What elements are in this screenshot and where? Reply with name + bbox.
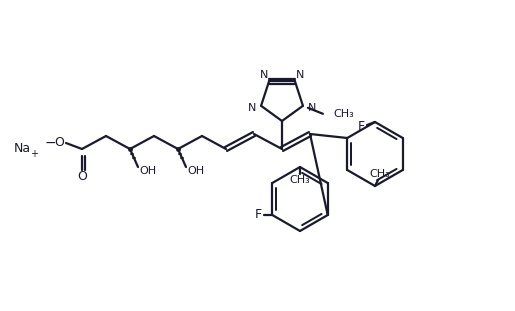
Text: OH: OH [140,166,157,176]
Text: N: N [248,103,256,113]
Text: OH: OH [187,166,204,176]
Text: Na: Na [13,142,30,156]
Text: CH₃: CH₃ [370,169,390,179]
Text: +: + [30,149,38,159]
Text: N: N [260,70,268,80]
Text: F: F [255,208,262,221]
Text: CH₃: CH₃ [333,109,354,119]
Text: N: N [296,70,304,80]
Text: N: N [308,103,316,113]
Text: O: O [77,170,87,183]
Text: −: − [44,136,56,150]
Text: F: F [357,120,365,133]
Text: CH₃: CH₃ [289,175,311,185]
Text: O: O [54,137,64,150]
